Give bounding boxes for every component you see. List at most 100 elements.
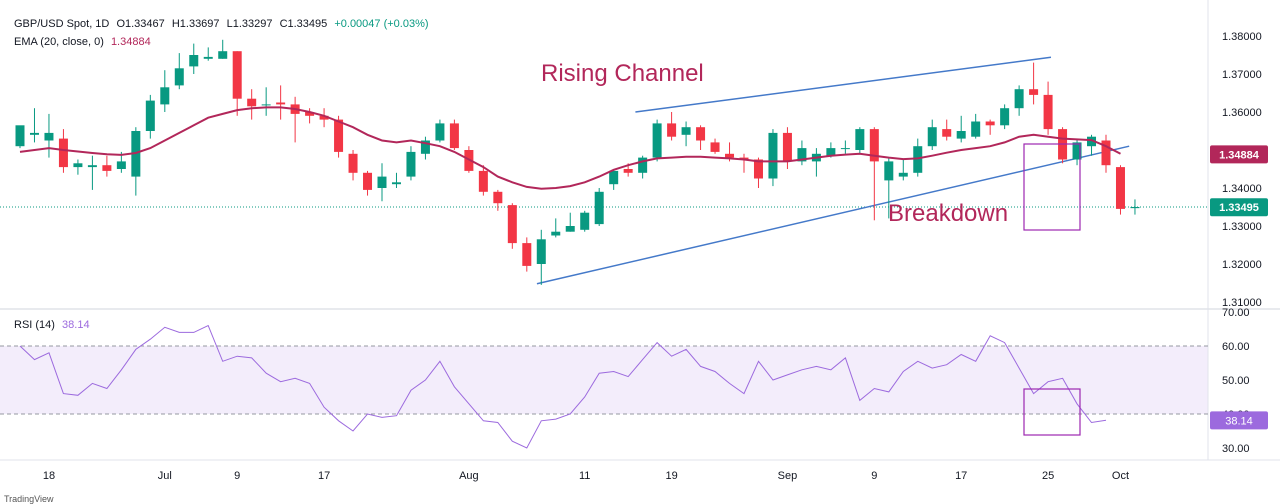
candle-body xyxy=(232,51,242,99)
candle-body xyxy=(594,191,604,225)
rsi-tick-label: 70.00 xyxy=(1222,307,1250,319)
candle-body xyxy=(551,231,561,236)
candle-body xyxy=(725,153,735,158)
price-tick-label: 1.37000 xyxy=(1222,69,1262,81)
price-tick-label: 1.33000 xyxy=(1222,221,1262,233)
price-tick-label: 1.36000 xyxy=(1222,107,1262,119)
candle-body xyxy=(971,121,981,137)
rsi-value: 38.14 xyxy=(62,319,90,331)
time-tick-label: Oct xyxy=(1112,470,1129,482)
candle-body xyxy=(667,123,677,137)
candle-body xyxy=(942,129,952,137)
price-tick-label: 1.38000 xyxy=(1222,31,1262,43)
trendline-layer xyxy=(536,56,1130,285)
candle-body xyxy=(884,161,894,181)
high-value: H1.33697 xyxy=(171,18,220,30)
candle-body xyxy=(189,55,199,67)
watermark-text: TradingView xyxy=(4,494,54,504)
candle-body xyxy=(319,115,329,120)
rsi-tick-label: 50.00 xyxy=(1222,375,1250,387)
candle-body xyxy=(1101,140,1111,166)
candle-body xyxy=(203,56,213,59)
ema-line xyxy=(19,106,1121,190)
candle-body xyxy=(406,151,416,177)
time-tick-label: Sep xyxy=(778,470,798,482)
candle-body xyxy=(623,169,633,173)
candle-body xyxy=(565,226,575,232)
candle-body xyxy=(348,153,358,173)
time-tick-label: 17 xyxy=(955,470,967,482)
rsi-highlight-box xyxy=(1023,388,1081,436)
low-value: L1.33297 xyxy=(226,18,273,30)
time-tick-label: Jul xyxy=(158,470,172,482)
breakdown-label: Breakdown xyxy=(888,200,1008,227)
ohlc-header: GBP/USD Spot, 1D O1.33467 H1.33697 L1.33… xyxy=(14,18,433,30)
candle-body xyxy=(1115,167,1125,209)
candle-body xyxy=(840,148,850,150)
candle-body xyxy=(696,127,706,141)
candle-body xyxy=(710,142,720,152)
change-value: +0.00047 (+0.03%) xyxy=(334,18,429,30)
candle-body xyxy=(609,170,619,185)
tradingview-logo[interactable]: TradingView xyxy=(4,494,54,504)
candle-body xyxy=(420,140,430,154)
rsi-layer xyxy=(19,324,1107,449)
candle-body xyxy=(1087,136,1097,147)
candle-body xyxy=(247,98,257,107)
candle-body xyxy=(174,68,184,86)
candle-body xyxy=(44,132,54,141)
candle-body xyxy=(261,104,271,106)
candle-body xyxy=(478,170,488,192)
candle-body xyxy=(580,212,590,230)
candle-body xyxy=(160,87,170,105)
candle-body xyxy=(1000,108,1010,126)
axis-layer: 1.380001.370001.360001.350001.340001.330… xyxy=(43,31,1268,482)
candle-body xyxy=(276,102,286,105)
rsi-tick-label: 30.00 xyxy=(1222,443,1250,455)
candle-body xyxy=(116,161,126,169)
candle-body xyxy=(913,146,923,173)
ema-header: EMA (20, close, 0) 1.34884 xyxy=(14,36,155,48)
rsi-tick-label: 60.00 xyxy=(1222,341,1250,353)
last-price-badge-text: 1.33495 xyxy=(1219,202,1259,214)
candle-body xyxy=(218,51,228,59)
time-tick-label: 25 xyxy=(1042,470,1054,482)
candle-body xyxy=(449,123,459,149)
candle-body xyxy=(826,148,836,156)
candle-body xyxy=(927,127,937,147)
candle-body xyxy=(145,100,155,131)
candle-body xyxy=(1014,89,1024,109)
rsi-line xyxy=(19,324,1107,449)
candle-body xyxy=(493,191,503,204)
rsi-badge-text: 38.14 xyxy=(1225,415,1253,427)
candle-body xyxy=(681,127,691,135)
ema-value: 1.34884 xyxy=(110,36,151,48)
time-tick-label: 18 xyxy=(43,470,55,482)
time-tick-label: 9 xyxy=(871,470,877,482)
candle-body xyxy=(507,205,517,244)
candle-body xyxy=(377,176,387,188)
rsi-badge-bg xyxy=(1210,411,1268,430)
candle-body xyxy=(73,163,83,168)
rising-channel-label: Rising Channel xyxy=(541,60,704,87)
rsi-band-fill xyxy=(0,346,1208,414)
breakdown-box xyxy=(1023,143,1081,231)
price-tick-label: 1.34000 xyxy=(1222,183,1262,195)
candle-body xyxy=(334,119,344,152)
price-tick-label: 1.31000 xyxy=(1222,297,1262,309)
rsi-header: RSI (14) 38.14 xyxy=(14,319,90,331)
ema-price-badge-bg xyxy=(1210,145,1268,164)
candle-body xyxy=(305,112,315,116)
ema-label[interactable]: EMA (20, close, 0) xyxy=(14,36,104,48)
time-tick-label: 19 xyxy=(665,470,677,482)
symbol-label[interactable]: GBP/USD Spot, 1D xyxy=(14,18,110,30)
time-tick-label: 9 xyxy=(234,470,240,482)
annotation-layer: Rising Channel Breakdown xyxy=(541,60,1081,436)
time-tick-label: 17 xyxy=(318,470,330,482)
candle-body xyxy=(1043,94,1053,130)
time-tick-label: 11 xyxy=(579,470,590,482)
rsi-label[interactable]: RSI (14) xyxy=(14,319,55,331)
candle-body xyxy=(869,129,879,162)
candle-body xyxy=(782,132,792,162)
ema-layer xyxy=(19,106,1121,190)
